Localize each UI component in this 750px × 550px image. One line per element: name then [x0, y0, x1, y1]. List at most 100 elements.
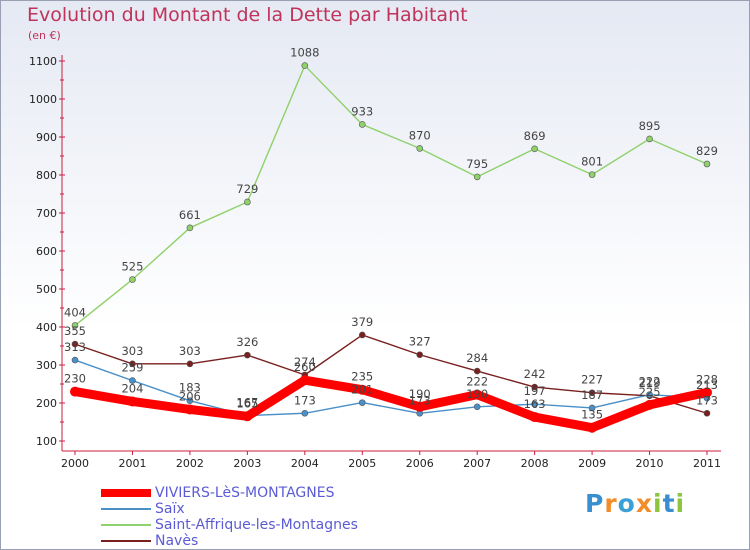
- data-point: [702, 387, 712, 398]
- data-label: 933: [351, 104, 373, 118]
- data-point: [416, 351, 424, 359]
- data-label: 228: [696, 372, 718, 386]
- data-label: 187: [581, 388, 603, 402]
- legend-label: Saint-Affrique-les-Montagnes: [155, 517, 358, 533]
- proxiti-logo: Proxiti: [585, 489, 685, 518]
- data-point: [301, 62, 309, 69]
- y-tick-label: 200: [36, 397, 57, 410]
- legend-swatch: [101, 540, 151, 542]
- data-label: 173: [696, 393, 718, 407]
- data-label: 274: [294, 355, 316, 369]
- legend-swatch: [101, 524, 151, 526]
- data-point: [531, 145, 538, 153]
- data-label: 197: [524, 384, 546, 398]
- data-point: [129, 360, 136, 368]
- legend-swatch: [101, 489, 151, 497]
- data-label: 795: [466, 157, 488, 171]
- data-label: 1088: [290, 46, 319, 60]
- data-label: 404: [64, 305, 86, 319]
- data-label: 829: [696, 144, 718, 158]
- data-label: 227: [581, 373, 603, 387]
- data-point: [358, 331, 366, 339]
- data-label: 165: [236, 396, 258, 410]
- data-label: 242: [524, 367, 546, 381]
- data-label: 895: [639, 119, 661, 133]
- legend-item: VIVIERS-LèS-MONTAGNES: [101, 485, 358, 501]
- data-point: [531, 383, 538, 391]
- data-label: 190: [466, 387, 488, 401]
- chart-unit-label: (en €): [28, 29, 61, 42]
- x-tick-label: 2000: [61, 457, 89, 470]
- data-label: 225: [639, 385, 661, 399]
- data-label: 869: [524, 129, 546, 143]
- legend-item: Saint-Affrique-les-Montagnes: [101, 517, 358, 533]
- y-tick-label: 600: [36, 245, 57, 258]
- data-label: 729: [236, 182, 258, 196]
- data-label: 183: [179, 381, 201, 395]
- series-line: [74, 334, 708, 414]
- data-label: 235: [351, 370, 373, 384]
- x-tick-label: 2001: [118, 457, 146, 470]
- data-label: 204: [121, 381, 143, 395]
- data-point: [127, 396, 138, 407]
- data-point: [184, 404, 195, 415]
- legend-item: Navès: [101, 533, 358, 549]
- data-label: 173: [294, 393, 316, 407]
- data-point: [70, 386, 80, 397]
- data-point: [186, 224, 194, 232]
- chart-title: Evolution du Montant de la Dette par Hab…: [27, 4, 468, 26]
- x-tick-label: 2006: [406, 457, 434, 470]
- y-tick-label: 300: [36, 359, 57, 372]
- y-tick-label: 1000: [29, 93, 57, 106]
- data-point: [129, 377, 136, 384]
- data-label: 870: [409, 128, 431, 142]
- legend-label: Navès: [155, 533, 199, 549]
- data-label: 259: [121, 361, 143, 375]
- data-point: [703, 160, 711, 168]
- data-point: [587, 422, 598, 433]
- x-tick-label: 2010: [636, 457, 664, 470]
- data-label: 303: [179, 344, 201, 358]
- data-point: [186, 397, 194, 405]
- data-label: 222: [466, 375, 488, 389]
- data-label: 222: [639, 375, 661, 389]
- data-point: [646, 135, 653, 143]
- y-tick-label: 700: [36, 207, 57, 220]
- data-point: [473, 173, 481, 181]
- data-label: 313: [64, 340, 86, 354]
- data-point: [71, 340, 79, 348]
- data-label: 260: [294, 360, 316, 374]
- x-tick-label: 2004: [291, 457, 319, 470]
- data-label: 661: [179, 208, 201, 222]
- data-label: 173: [409, 393, 431, 407]
- data-label: 355: [64, 324, 86, 338]
- data-point: [242, 411, 253, 422]
- data-point: [644, 399, 655, 410]
- data-point: [414, 401, 425, 412]
- chart-legend: VIVIERS-LèS-MONTAGNES Saïx Saint-Affrique-…: [101, 485, 358, 549]
- x-tick-label: 2007: [463, 457, 491, 470]
- data-label: 213: [696, 378, 718, 392]
- x-tick-label: 2011: [693, 457, 721, 470]
- y-tick-label: 100: [36, 435, 57, 448]
- logo-letter: o: [617, 489, 636, 518]
- data-label: 284: [466, 351, 488, 365]
- x-tick-label: 2008: [521, 457, 549, 470]
- logo-letter: i: [675, 489, 686, 518]
- data-point: [357, 384, 368, 395]
- data-label: 326: [236, 335, 258, 349]
- data-point: [646, 391, 653, 398]
- legend-item: Saïx: [101, 501, 358, 517]
- data-point: [71, 322, 79, 329]
- y-tick-label: 400: [36, 321, 57, 334]
- data-label: 219: [639, 376, 661, 390]
- series-line: [70, 375, 712, 433]
- series-line: [74, 359, 708, 417]
- data-point: [358, 399, 366, 406]
- data-label: 801: [581, 155, 603, 169]
- logo-letter: t: [662, 489, 676, 518]
- data-label: 201: [351, 383, 373, 397]
- data-label: 230: [64, 372, 86, 386]
